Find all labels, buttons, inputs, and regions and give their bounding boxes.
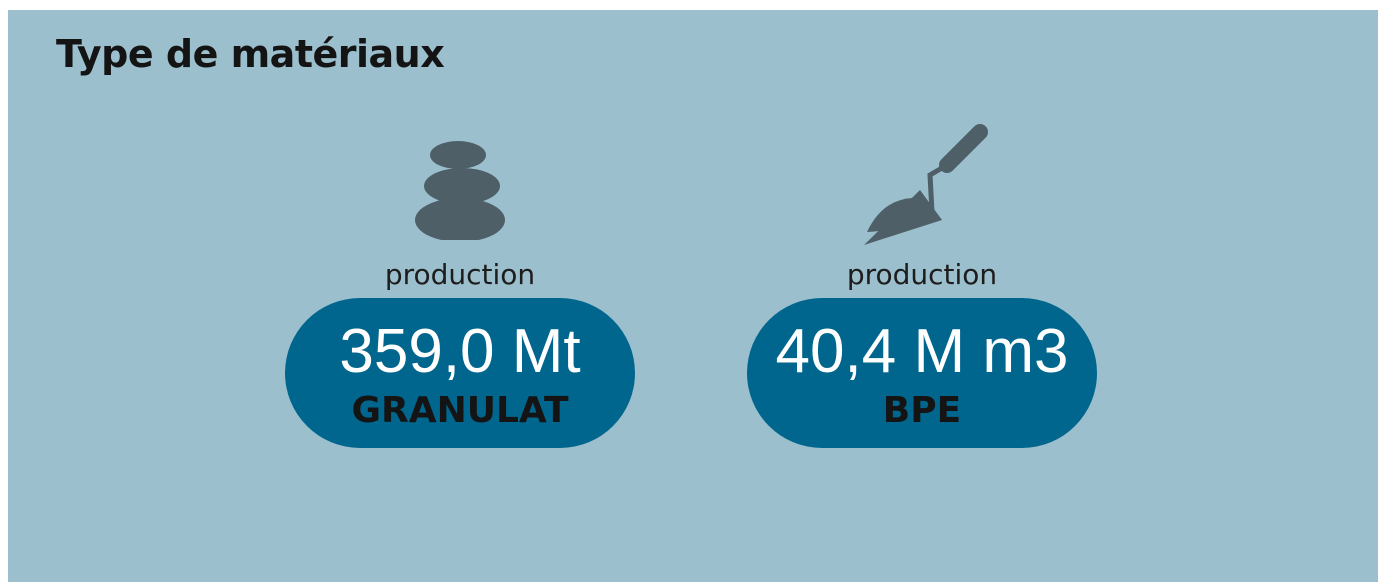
value: 40,4 M m3: [775, 317, 1069, 386]
caption: production: [846, 258, 998, 291]
pill: 359,0 Mt GRANULAT: [285, 298, 635, 448]
label: BPE: [882, 390, 962, 431]
title: Type de matériaux: [56, 32, 445, 76]
pill: 40,4 M m3 BPE: [747, 298, 1097, 448]
panel: Type de matériaux production 359,0 Mt GR…: [8, 10, 1378, 582]
item: production 359,0 Mt GRANULAT: [285, 120, 635, 450]
caption: production: [384, 258, 536, 291]
trowel-icon: [864, 124, 988, 245]
value: 359,0 Mt: [339, 317, 581, 386]
item: production 40,4 M m3 BPE: [747, 120, 1097, 450]
label: GRANULAT: [351, 390, 569, 431]
stones-icon: [415, 141, 505, 240]
